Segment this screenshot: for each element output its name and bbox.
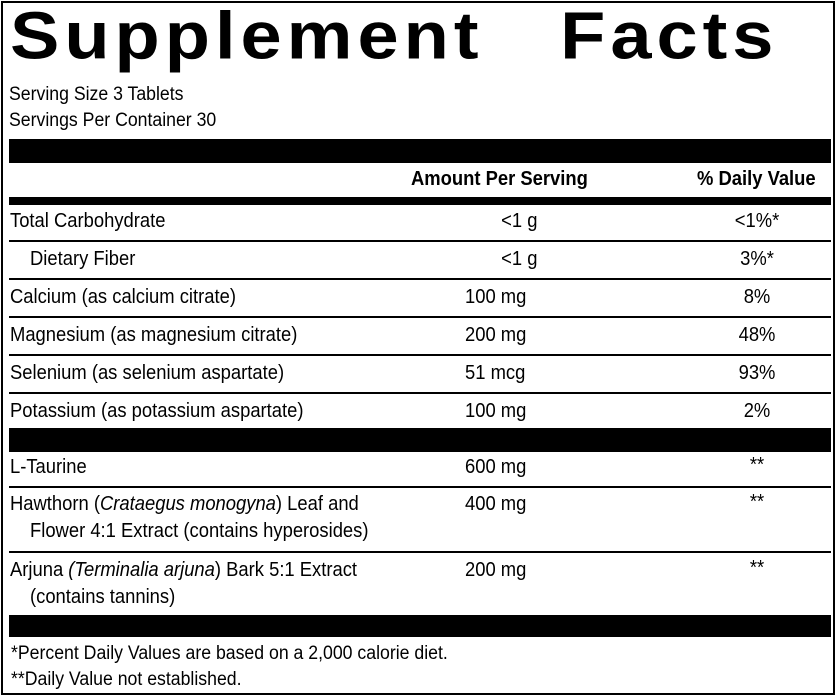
nutrient-dv: 8%	[743, 286, 771, 308]
ingredient-name-line1: Hawthorn (Crataegus monogyna) Leaf and	[10, 490, 359, 518]
amount-per-serving-header: Amount Per Serving	[411, 168, 588, 190]
thick-divider-middle	[9, 428, 831, 452]
ingredient-dv: **	[749, 454, 765, 476]
servings-per-container: Servings Per Container 30	[9, 110, 217, 131]
nutrient-name: Total Carbohydrate	[10, 210, 166, 232]
row-divider	[9, 278, 831, 280]
ingredient-name-part: ) Bark 5:1 Extract	[214, 559, 358, 581]
serving-size: Serving Size 3 Tablets	[9, 84, 184, 105]
nutrient-amount: <1 g	[500, 210, 537, 232]
nutrient-name: Selenium (as selenium aspartate)	[10, 362, 285, 384]
ingredient-name: L-Taurine	[10, 456, 87, 478]
nutrient-dv: <1%*	[734, 210, 780, 232]
nutrient-dv: 3%*	[740, 248, 774, 270]
nutrient-amount: 51 mcg	[465, 362, 526, 384]
thick-divider-header	[9, 197, 831, 205]
ingredient-latin-name: (Terminalia arjuna	[68, 559, 215, 581]
row-divider	[9, 240, 831, 242]
footnote-daily-values: *Percent Daily Values are based on a 2,0…	[11, 643, 448, 664]
ingredient-amount: 400 mg	[465, 493, 527, 515]
ingredient-name-line2: (contains tannins)	[30, 586, 176, 608]
ingredient-name-part: ) Leaf and	[275, 493, 359, 515]
nutrient-dv: 93%	[738, 362, 776, 384]
ingredient-name-line2: Flower 4:1 Extract (contains hyperosides…	[30, 520, 369, 542]
nutrient-name: Magnesium (as magnesium citrate)	[10, 324, 298, 346]
ingredient-dv: **	[749, 557, 765, 579]
nutrient-dv: 2%	[743, 400, 771, 422]
ingredient-amount: 600 mg	[465, 456, 527, 478]
row-divider	[9, 354, 831, 356]
ingredient-latin-name: Crataegus monogyna	[99, 493, 276, 515]
thick-divider-bottom	[9, 615, 831, 637]
ingredient-name-part: Hawthorn (	[10, 493, 100, 515]
nutrient-amount: 100 mg	[465, 286, 527, 308]
nutrient-name: Dietary Fiber	[30, 248, 136, 270]
panel-title: Supplement Facts	[10, 0, 779, 73]
row-divider	[9, 316, 831, 318]
daily-value-header: % Daily Value	[697, 168, 816, 190]
nutrient-amount: 200 mg	[465, 324, 527, 346]
ingredient-amount: 200 mg	[465, 559, 527, 581]
nutrient-name: Potassium (as potassium aspartate)	[10, 400, 304, 422]
footnote-not-established: **Daily Value not established.	[11, 669, 242, 690]
nutrient-amount: 100 mg	[465, 400, 527, 422]
row-divider	[9, 486, 831, 488]
nutrient-dv: 48%	[738, 324, 776, 346]
ingredient-name-line1: Arjuna (Terminalia arjuna) Bark 5:1 Extr…	[10, 556, 357, 584]
row-divider	[9, 551, 831, 553]
nutrient-amount: <1 g	[500, 248, 537, 270]
ingredient-dv: **	[749, 491, 765, 513]
thick-divider-top	[9, 139, 831, 163]
row-divider	[9, 392, 831, 394]
nutrient-name: Calcium (as calcium citrate)	[10, 286, 236, 308]
ingredient-name-part: Arjuna	[10, 559, 69, 581]
